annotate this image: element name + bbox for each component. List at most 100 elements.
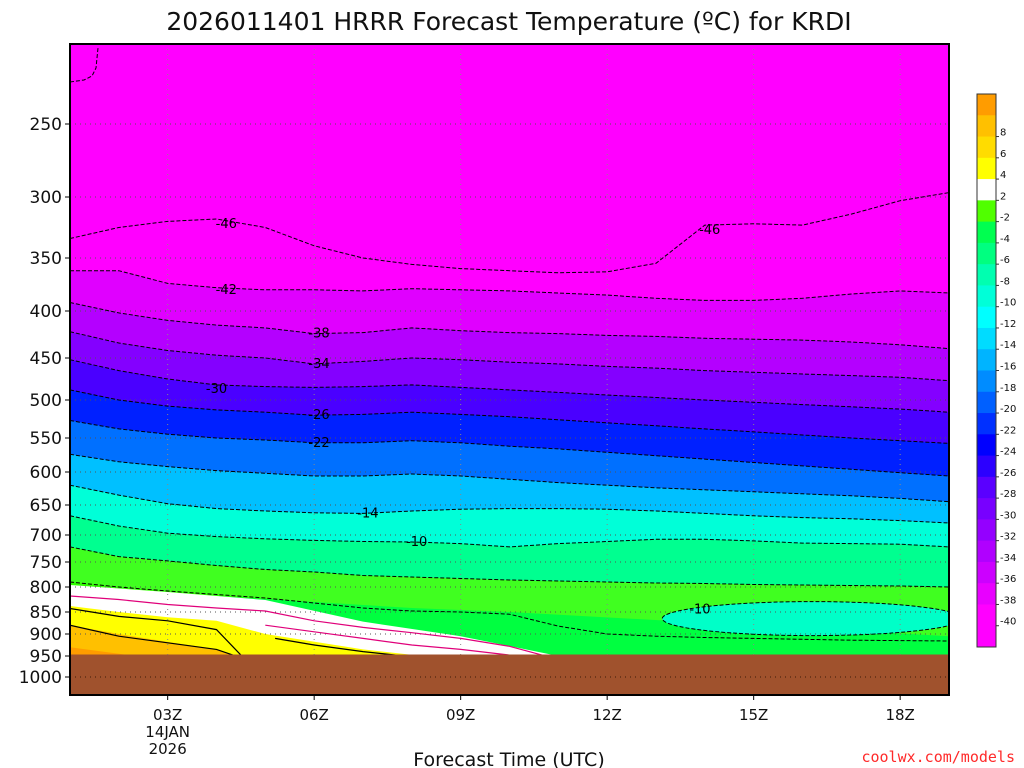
y-tick-label: 300 <box>30 188 62 208</box>
y-tick-label: 550 <box>30 429 62 449</box>
isotherm--34 <box>70 331 949 382</box>
isotherm--6 <box>70 546 949 588</box>
x-tick-label: 09Z <box>446 706 475 724</box>
isotherm--2 <box>70 581 949 642</box>
colorbar-label: -10 <box>1000 298 1016 309</box>
colorbar-label: -30 <box>1000 510 1016 521</box>
colorbar-swatch <box>977 179 996 201</box>
colorbar-swatch <box>977 94 996 116</box>
colorbar-swatch <box>977 519 996 542</box>
colorbar-label: -24 <box>1000 447 1016 458</box>
colorbar-label: -22 <box>1000 425 1016 436</box>
colorbar-label: -2 <box>1000 213 1010 224</box>
colorbar-label: -34 <box>1000 553 1016 564</box>
contour-label: -26 <box>308 408 329 423</box>
colorbar-swatch <box>977 391 996 414</box>
isotherm--22 <box>70 420 949 477</box>
isotherm--30 <box>70 359 949 413</box>
colorbar-label: -12 <box>1000 319 1016 330</box>
y-tick-label: 500 <box>30 391 62 411</box>
colorbar-swatch <box>977 200 996 223</box>
y-tick-label: 950 <box>30 647 62 667</box>
plot-area <box>70 44 949 695</box>
chart-title: 2026011401 HRRR Forecast Temperature (ºC… <box>166 7 851 36</box>
y-tick-label: 450 <box>30 349 62 369</box>
contour-label: -22 <box>308 436 329 451</box>
colorbar-swatch <box>977 498 996 520</box>
colorbar-label: -14 <box>1000 340 1016 351</box>
y-tick-label: 900 <box>30 625 62 645</box>
warm-isotherm-3 <box>70 595 564 663</box>
colorbar-label: -40 <box>1000 617 1016 628</box>
y-tick-label: 700 <box>30 526 62 546</box>
colorbar-swatch <box>977 285 996 308</box>
isotherm--10 <box>70 515 949 548</box>
x-tick-label: 06Z <box>299 706 328 724</box>
contour-label: -42 <box>216 283 237 298</box>
colorbar-swatch <box>977 476 996 499</box>
colorbar-label: -4 <box>1000 234 1010 245</box>
band-closed-cold-pocket <box>662 601 949 636</box>
colorbar-swatch <box>977 434 996 457</box>
x-axis-label: Forecast Time (UTC) <box>413 749 604 768</box>
contour-label: -46 <box>699 223 720 238</box>
temperature-bands <box>70 44 949 695</box>
colorbar-swatch <box>977 349 996 371</box>
y-tick-label: 250 <box>30 115 62 135</box>
colorbar-swatch <box>977 157 996 180</box>
colorbar-swatch <box>977 625 996 648</box>
colorbar-legend: 8 6 4 2 -2 -4 -6 -8 -10 -12 -14 -16 -18 -20 -22 -24 -26 -… <box>976 93 1016 648</box>
grid-lines <box>70 44 949 695</box>
colorbar-swatch <box>977 540 996 563</box>
y-tick-label: 800 <box>30 578 62 598</box>
isotherm--26 <box>70 389 949 444</box>
colorbar-label: 2 <box>1000 191 1006 202</box>
x-tick-date: 14JAN <box>145 723 190 741</box>
colorbar-label: 4 <box>1000 170 1006 181</box>
colorbar-label: -26 <box>1000 468 1016 479</box>
warm-isotherm-1 <box>70 624 246 660</box>
colorbar-swatch <box>977 306 996 329</box>
ground-surface <box>70 654 949 695</box>
site-credit: coolwx.com/models <box>861 748 1015 766</box>
x-tick-label: 18Z <box>885 706 914 724</box>
isotherm--38 <box>70 302 949 350</box>
contour-label: -34 <box>308 357 329 372</box>
isotherm--46 <box>70 192 949 274</box>
x-tick-label: 12Z <box>592 706 621 724</box>
y-tick-label: 850 <box>30 603 62 623</box>
colorbar-label: -6 <box>1000 255 1010 266</box>
colorbar-label: -32 <box>1000 532 1016 543</box>
isotherm--42 <box>70 270 949 301</box>
isotherm-closed--10 <box>661 601 949 637</box>
colorbar-swatch <box>977 370 996 393</box>
colorbar-swatch <box>977 561 996 584</box>
colorbar-swatch <box>977 242 996 265</box>
colorbar-label: -38 <box>1000 595 1016 606</box>
x-tick-label: 03Z <box>153 706 182 724</box>
y-tick-label: 600 <box>30 463 62 483</box>
colorbar-label: -20 <box>1000 404 1016 415</box>
colorbar-swatch <box>977 327 996 350</box>
x-tick-label: 15Z <box>739 706 768 724</box>
contour-label: -30 <box>206 382 227 397</box>
colorbar-label: -18 <box>1000 383 1016 394</box>
warm-isotherm-0 <box>70 607 247 661</box>
contour-labels: -46 -46 -42 -38 -34 -30 -26 -22 -14 -10 -10 <box>206 217 720 618</box>
colorbar-label: -16 <box>1000 362 1016 373</box>
contour-label: -10 <box>689 603 710 618</box>
y-tick-label: 750 <box>30 553 62 573</box>
colorbar-swatch <box>977 115 996 138</box>
isotherm--18 <box>70 453 949 503</box>
contour-label: -38 <box>308 327 329 342</box>
colorbar-swatch <box>977 221 996 244</box>
colorbar-label: 8 <box>1000 128 1006 139</box>
colorbar-label: -36 <box>1000 574 1016 585</box>
isotherm-top-left <box>70 47 99 83</box>
colorbar-label: -28 <box>1000 489 1016 500</box>
surface-layer <box>70 654 949 695</box>
y-tick-label: 1000 <box>19 668 62 688</box>
y-axis: 2503003504004505005506006507007508008509… <box>19 115 70 688</box>
